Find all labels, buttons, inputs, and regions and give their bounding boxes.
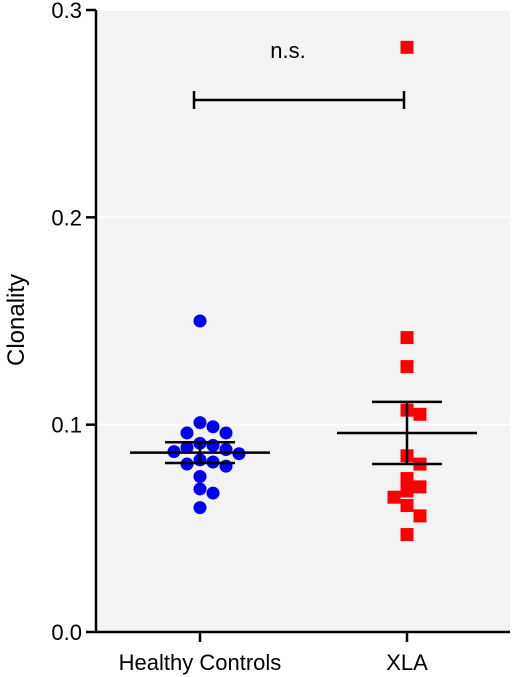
y-tick-label: 0.2 (51, 205, 82, 230)
data-point-circle (219, 443, 233, 457)
data-point-circle (193, 482, 207, 496)
y-axis-title: Clonality (3, 274, 30, 366)
data-point-square (387, 490, 401, 504)
data-point-square (400, 528, 414, 542)
data-point-circle (180, 440, 194, 454)
data-point-square (400, 472, 414, 486)
data-point-square (413, 509, 427, 523)
data-point-circle (193, 314, 207, 328)
grid-lines (96, 9, 510, 426)
data-point-square (400, 40, 414, 54)
data-point-square (400, 331, 414, 345)
data-point-square (400, 484, 414, 498)
y-tick-label: 0.1 (51, 413, 82, 438)
data-point-square (400, 499, 414, 513)
data-point-circle (180, 426, 194, 440)
y-tick-label: 0.0 (51, 620, 82, 645)
data-point-square (413, 407, 427, 421)
x-tick-label: XLA (386, 650, 428, 675)
plot-background (96, 10, 510, 632)
data-point-circle (193, 470, 207, 483)
data-point-circle (206, 420, 220, 434)
data-point-square (413, 480, 427, 494)
data-points (167, 40, 427, 542)
x-ticks: Healthy Controls XLA (119, 632, 428, 675)
data-point-circle (219, 426, 233, 440)
data-point-circle (206, 438, 220, 452)
y-ticks: 0.0 0.1 0.2 0.3 (51, 0, 96, 645)
data-point-circle (206, 486, 220, 500)
data-point-square (400, 360, 414, 374)
x-tick-label: Healthy Controls (119, 650, 282, 675)
data-point-circle (193, 416, 207, 430)
significance-annotation: n.s. (192, 38, 406, 109)
y-tick-label: 0.3 (51, 0, 82, 23)
data-point-circle (193, 501, 207, 515)
data-point-circle (219, 459, 233, 473)
significance-label: n.s. (270, 38, 305, 63)
mean-sem-bars (130, 400, 477, 466)
axes (94, 10, 510, 634)
